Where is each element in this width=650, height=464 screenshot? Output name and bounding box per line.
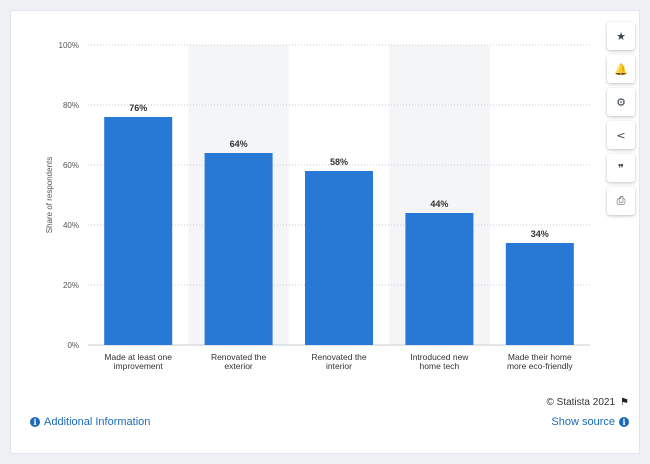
y-tick-label: 100%	[59, 41, 79, 50]
info-icon: i	[619, 417, 629, 427]
data-label: 58%	[330, 157, 348, 167]
y-tick-label: 0%	[67, 341, 79, 350]
x-tick-label: Renovated the	[311, 352, 367, 362]
x-tick-label: Made their home	[508, 352, 572, 362]
y-axis-label: Share of respondents	[45, 157, 54, 234]
x-tick-label: interior	[326, 361, 352, 371]
share-icon[interactable]: <	[607, 121, 635, 149]
additional-information-link[interactable]: i Additional Information	[30, 416, 150, 428]
additional-information-label: Additional Information	[44, 416, 151, 428]
bar	[204, 153, 273, 345]
star-icon[interactable]: ★	[607, 22, 635, 50]
x-tick-label: exterior	[224, 361, 253, 371]
x-tick-label: more eco-friendly	[507, 361, 573, 371]
show-source-label: Show source	[551, 416, 615, 428]
print-icon[interactable]: ⎙	[607, 187, 635, 215]
bar	[104, 117, 173, 345]
data-label: 64%	[230, 139, 248, 149]
x-tick-label: Made at least one	[104, 352, 172, 362]
bar	[405, 213, 474, 345]
y-tick-label: 60%	[63, 161, 79, 170]
y-tick-label: 20%	[63, 281, 79, 290]
info-icon: i	[30, 417, 40, 427]
x-tick-label: Renovated the	[211, 352, 267, 362]
gear-icon[interactable]: ⚙	[607, 88, 635, 116]
data-label: 76%	[129, 103, 147, 113]
data-label: 44%	[430, 199, 448, 209]
data-label: 34%	[531, 229, 549, 239]
copyright: © Statista 2021 ⚑	[547, 397, 630, 408]
show-source-link[interactable]: Show source i	[551, 416, 629, 428]
bar	[305, 171, 373, 345]
y-tick-label: 40%	[63, 221, 79, 230]
copyright-text: © Statista 2021	[546, 397, 616, 408]
y-tick-label: 80%	[63, 101, 79, 110]
bar	[505, 243, 574, 345]
x-tick-label: improvement	[114, 361, 164, 371]
x-tick-label: Introduced new	[410, 352, 469, 362]
flag-icon[interactable]: ⚑	[620, 397, 629, 408]
bell-icon[interactable]: 🔔	[607, 55, 635, 83]
quote-icon[interactable]: ❞	[607, 154, 635, 182]
x-tick-label: home tech	[420, 361, 460, 371]
